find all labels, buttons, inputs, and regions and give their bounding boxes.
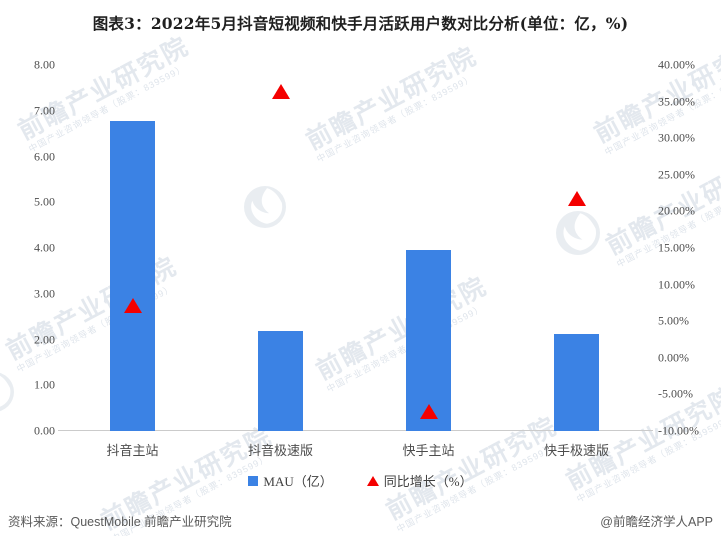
y-tick-label-right: 25.00% (658, 167, 695, 182)
bar-快手极速版 (554, 334, 599, 431)
legend-item-growth: 同比增长（%） (366, 471, 473, 490)
y-tick-label-left: 6.00 (34, 149, 55, 163)
x-label-快手极速版: 快手极速版 (543, 443, 609, 458)
y-tick-label-right: -5.00% (658, 386, 693, 401)
bar-快手主站 (406, 250, 451, 431)
y-tick-label-right: 15.00% (658, 240, 695, 255)
y-tick-label-left: 1.00 (34, 377, 55, 392)
y-tick-label-left: 7.00 (34, 103, 55, 118)
y-tick-label-right: 30.00% (658, 130, 695, 145)
x-label-抖音主站: 抖音主站 (106, 443, 159, 458)
chart-title: 图表3：2022年5月抖音短视频和快手月活跃用户数对比分析(单位：亿，%) (92, 14, 629, 33)
legend-item-mau: MAU（亿） (248, 471, 333, 490)
x-label-抖音极速版: 抖音极速版 (247, 443, 313, 458)
y-tick-label-right: 20.00% (658, 203, 695, 218)
legend-label-mau: MAU（亿） (263, 474, 333, 489)
legend: MAU（亿） 同比增长（%） (0, 471, 721, 490)
y-tick-label-right: 5.00% (658, 313, 689, 328)
y-tick-label-left: 2.00 (34, 332, 55, 346)
y-tick-label-right: 0.00% (658, 350, 689, 365)
bar-swatch-icon (248, 475, 259, 486)
bar-抖音主站 (110, 121, 155, 431)
y-tick-label-right: 10.00% (658, 277, 695, 292)
y-tick-label-left: 8.00 (34, 57, 55, 72)
bar-抖音极速版 (258, 331, 303, 431)
x-axis-line (58, 430, 653, 431)
footer: 资料来源：QuestMobile 前瞻产业研究院 @前瞻经济学人APP (0, 507, 721, 531)
growth-marker-快手主站 (419, 404, 438, 420)
y-tick-label-right: 40.00% (658, 57, 695, 72)
growth-marker-快手极速版 (567, 190, 586, 206)
x-label-快手主站: 快手主站 (402, 443, 455, 458)
y-tick-label-left: 4.00 (34, 240, 55, 255)
growth-marker-抖音极速版 (271, 83, 290, 99)
y-tick-label-right: 35.00% (658, 94, 695, 109)
y-tick-label-left: 5.00 (34, 194, 55, 209)
y-tick-label-right: -10.00% (658, 423, 699, 438)
credit-note: @前瞻经济学人APP (600, 515, 713, 529)
legend-label-growth: 同比增长（%） (383, 474, 473, 489)
y-tick-label-left: 3.00 (34, 286, 55, 301)
y-tick-label-left: 0.00 (34, 423, 55, 438)
growth-marker-抖音主站 (123, 298, 142, 314)
triangle-swatch-icon (366, 475, 379, 486)
source-note: 资料来源：QuestMobile 前瞻产业研究院 (8, 515, 232, 529)
